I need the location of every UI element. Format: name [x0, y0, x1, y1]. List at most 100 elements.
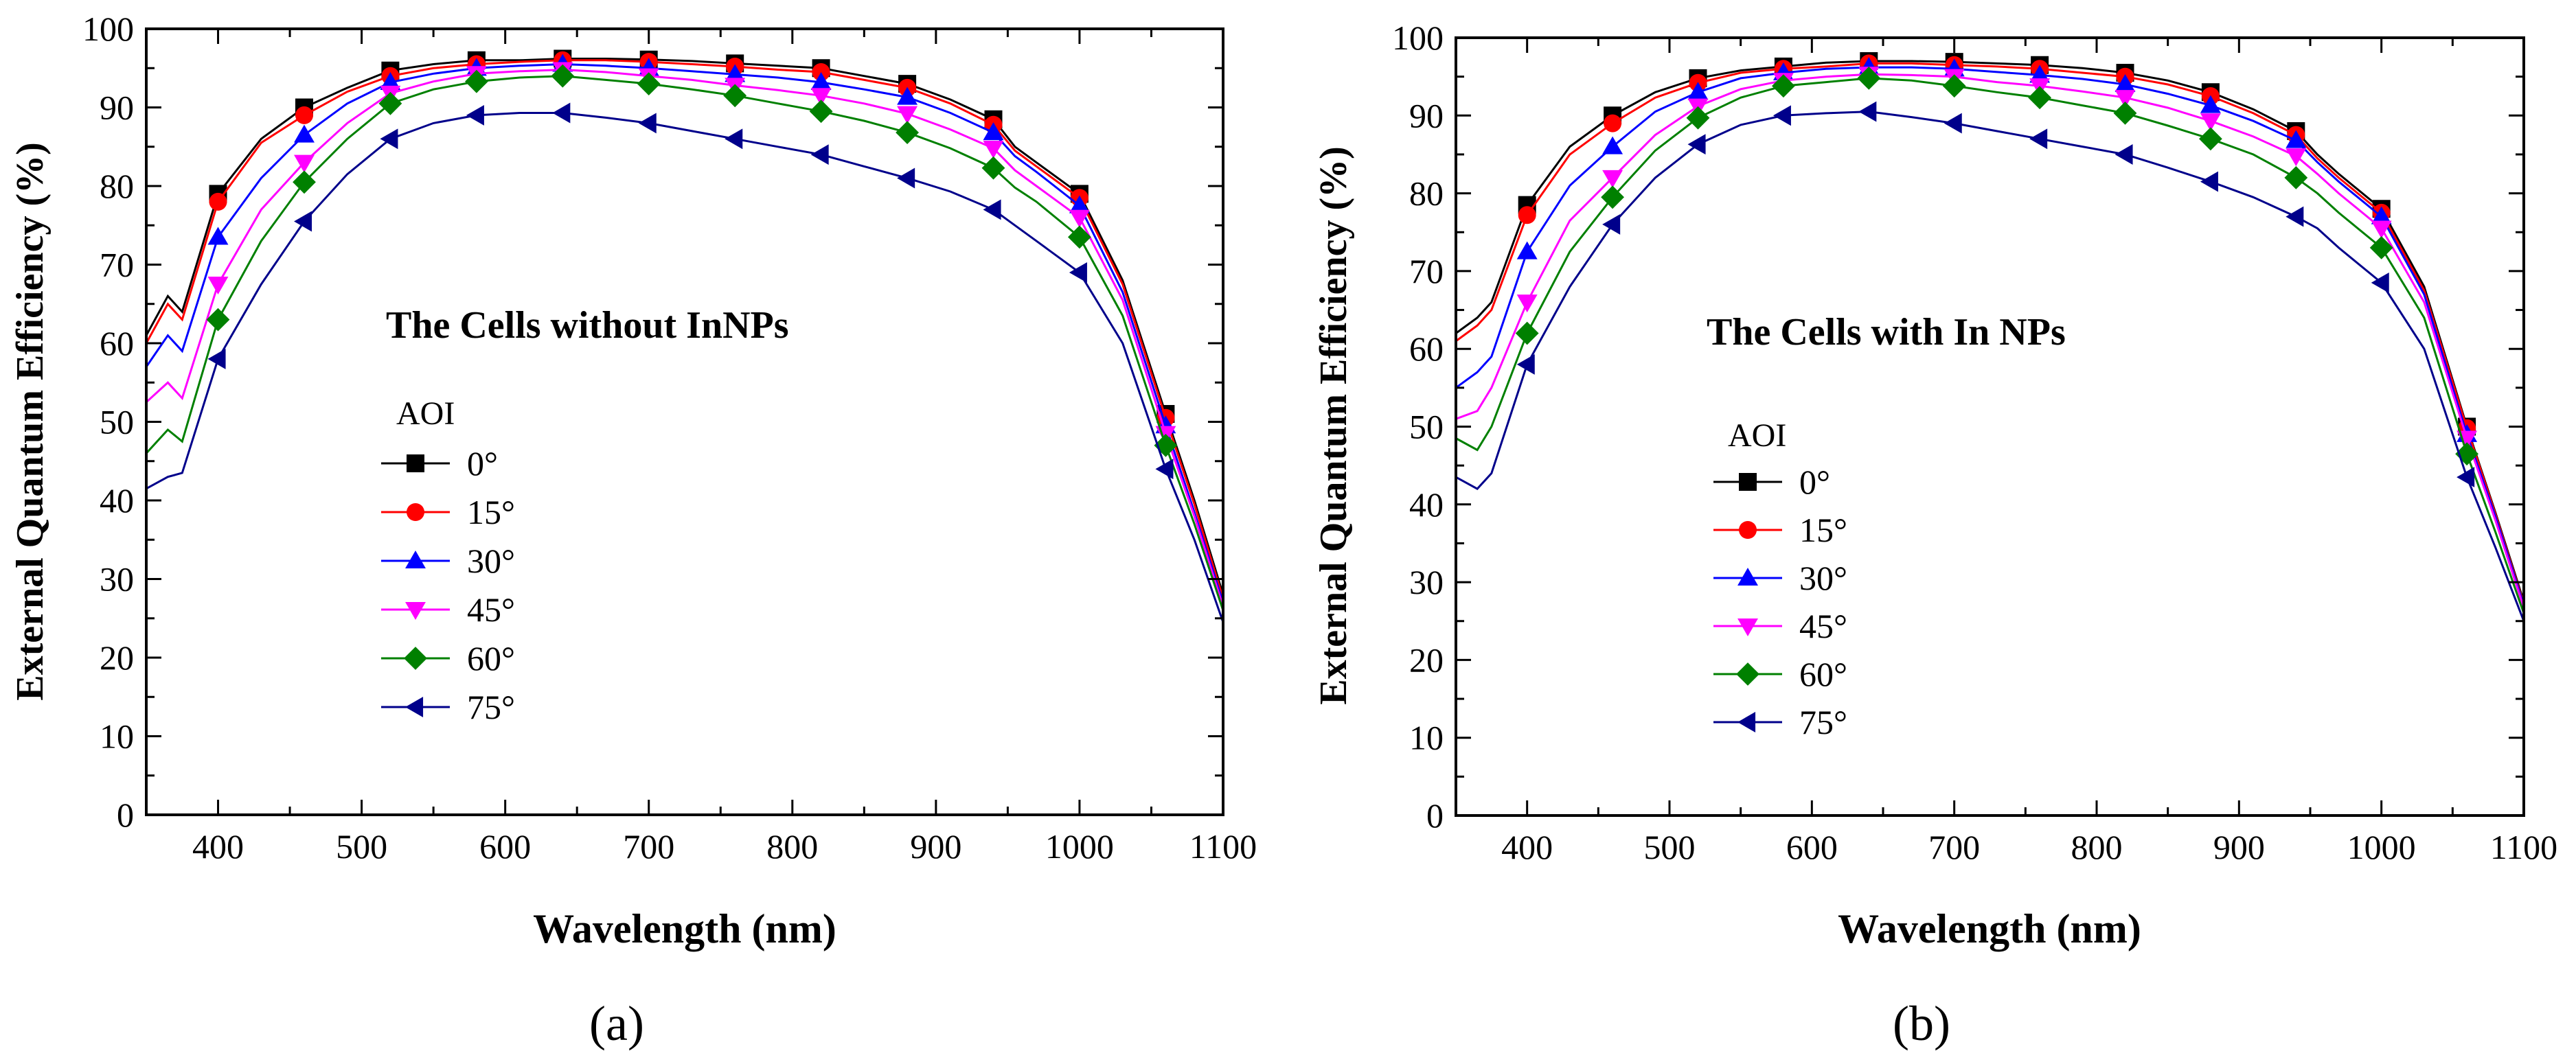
- legend-marker-b-5: [1737, 712, 1756, 732]
- data-point-b-2-9: [2286, 130, 2307, 148]
- data-point-a-5-1: [294, 211, 312, 232]
- data-point-b-5-1: [1602, 213, 1621, 235]
- data-point-b-5-11: [2457, 467, 2475, 488]
- data-point-b-1-0: [1518, 206, 1536, 224]
- data-point-a-5-0: [207, 348, 226, 369]
- axis-ticks-a: 400 500 600 700 800 900 1000 1100 0 10 20 30 40 50 60 7…: [82, 10, 1257, 866]
- y-tick-label-b-30: 30: [1409, 563, 1444, 601]
- legend-marker-a-0: [407, 454, 424, 472]
- data-point-a-4-11: [1154, 434, 1178, 457]
- y-axis-label-b: External Quantum Efficiency (%): [1312, 146, 1355, 704]
- data-point-b-2-0: [1516, 241, 1538, 259]
- data-point-b-4-4: [1857, 67, 1881, 90]
- chart-title-b: The Cells with In NPs: [1707, 311, 2066, 354]
- data-point-a-5-2: [380, 128, 398, 150]
- data-point-b-4-2: [1686, 106, 1710, 130]
- data-point-a-4-4: [551, 64, 575, 88]
- legend-title-a: AOI: [396, 395, 455, 432]
- series-line-a-2: [146, 62, 1223, 603]
- data-point-a-1-1: [295, 106, 313, 124]
- data-point-a-1-0: [209, 192, 227, 211]
- y-tick-label-a-70: 70: [100, 246, 134, 284]
- series-line-a-4: [146, 75, 1223, 611]
- data-point-b-3-0: [1516, 294, 1538, 313]
- chart-title-a: The Cells without InNPs: [386, 304, 789, 347]
- legend-marker-b-3: [1737, 618, 1758, 636]
- legend-label-b-5: 75°: [1799, 703, 1847, 741]
- y-tick-label-b-70: 70: [1409, 252, 1444, 290]
- legend-label-b-0: 0°: [1799, 463, 1830, 501]
- x-tick-label-b-900: 900: [2213, 828, 2265, 866]
- data-point-b-4-8: [2199, 127, 2222, 151]
- legend-label-a-0: 0°: [467, 444, 498, 483]
- y-tick-label-b-10: 10: [1409, 719, 1444, 757]
- data-point-b-2-7: [2115, 74, 2136, 93]
- data-point-b-2-6: [2029, 65, 2051, 83]
- series-line-b-2: [1456, 66, 2524, 606]
- series-line-b-5: [1456, 111, 2524, 622]
- data-point-b-3-9: [2286, 148, 2307, 167]
- data-point-a-3-9: [983, 140, 1004, 159]
- data-point-a-4-0: [206, 308, 230, 332]
- data-point-b-4-10: [2369, 236, 2393, 259]
- x-tick-label-a-400: 400: [192, 827, 244, 866]
- series-line-b-1: [1456, 62, 2524, 605]
- legend-marker-b-2: [1737, 568, 1758, 586]
- y-tick-label-b-100: 100: [1392, 19, 1444, 57]
- series-line-b-4: [1456, 77, 2524, 614]
- legend-marker-b-1: [1739, 521, 1757, 539]
- x-tick-label-b-600: 600: [1786, 828, 1838, 866]
- data-point-a-4-10: [1068, 225, 1091, 249]
- data-point-a-4-2: [378, 91, 402, 115]
- data-point-a-2-8: [897, 86, 918, 105]
- y-tick-label-b-40: 40: [1409, 485, 1444, 524]
- series-line-b-3: [1456, 73, 2524, 608]
- x-tick-label-a-1000: 1000: [1045, 827, 1114, 866]
- data-point-b-5-3: [1773, 105, 1791, 126]
- x-tick-label-a-800: 800: [766, 827, 818, 866]
- legend-marker-b-4: [1736, 662, 1759, 686]
- legend-label-a-4: 60°: [467, 639, 515, 678]
- data-point-b-3-8: [2200, 113, 2221, 132]
- legend-label-b-1: 15°: [1799, 511, 1847, 549]
- data-point-b-3-10: [2371, 220, 2392, 239]
- y-tick-label-b-50: 50: [1409, 408, 1444, 446]
- x-tick-label-b-1000: 1000: [2347, 828, 2416, 866]
- legend-label-a-5: 75°: [467, 688, 515, 726]
- panel-label-b: (b): [1893, 996, 1950, 1051]
- legend-marker-b-0: [1739, 473, 1757, 491]
- data-point-b-4-1: [1601, 185, 1624, 209]
- x-axis-label-a: Wavelength (nm): [533, 906, 836, 951]
- legend-marker-a-3: [405, 601, 426, 620]
- x-tick-label-b-700: 700: [1928, 828, 1980, 866]
- x-tick-label-a-600: 600: [479, 827, 531, 866]
- legend-label-b-3: 45°: [1799, 607, 1847, 645]
- legend-b: 0° 15° 30° 45° 60° 75°: [1713, 463, 1847, 741]
- y-tick-label-a-40: 40: [100, 481, 134, 520]
- y-tick-label-a-60: 60: [100, 324, 134, 362]
- y-tick-label-a-50: 50: [100, 403, 134, 441]
- legend-label-a-2: 30°: [467, 542, 515, 580]
- data-point-a-2-9: [983, 122, 1004, 141]
- data-point-b-4-5: [1942, 74, 1966, 98]
- legend-label-a-1: 15°: [467, 493, 515, 531]
- data-point-a-2-6: [725, 64, 746, 82]
- data-point-a-5-4: [552, 102, 571, 124]
- data-point-b-5-5: [1944, 113, 1962, 134]
- data-point-b-4-9: [2284, 166, 2308, 189]
- series-line-a-1: [146, 59, 1223, 599]
- data-point-a-2-0: [207, 227, 229, 245]
- x-tick-label-a-500: 500: [336, 827, 387, 866]
- x-tick-label-b-1100: 1100: [2490, 828, 2557, 866]
- y-axis-label-a: External Quantum Efficiency (%): [9, 142, 52, 700]
- data-point-a-3-8: [897, 106, 918, 124]
- data-point-b-5-2: [1687, 134, 1706, 155]
- legend-marker-a-2: [405, 551, 426, 569]
- data-point-a-2-1: [294, 124, 315, 143]
- legend-a: 0° 15° 30° 45° 60° 75°: [381, 444, 515, 726]
- data-point-b-4-7: [2113, 102, 2137, 125]
- data-point-b-4-6: [2028, 86, 2051, 110]
- data-point-b-5-0: [1516, 354, 1535, 375]
- y-tick-label-b-60: 60: [1409, 329, 1444, 368]
- legend-title-b: AOI: [1728, 417, 1786, 454]
